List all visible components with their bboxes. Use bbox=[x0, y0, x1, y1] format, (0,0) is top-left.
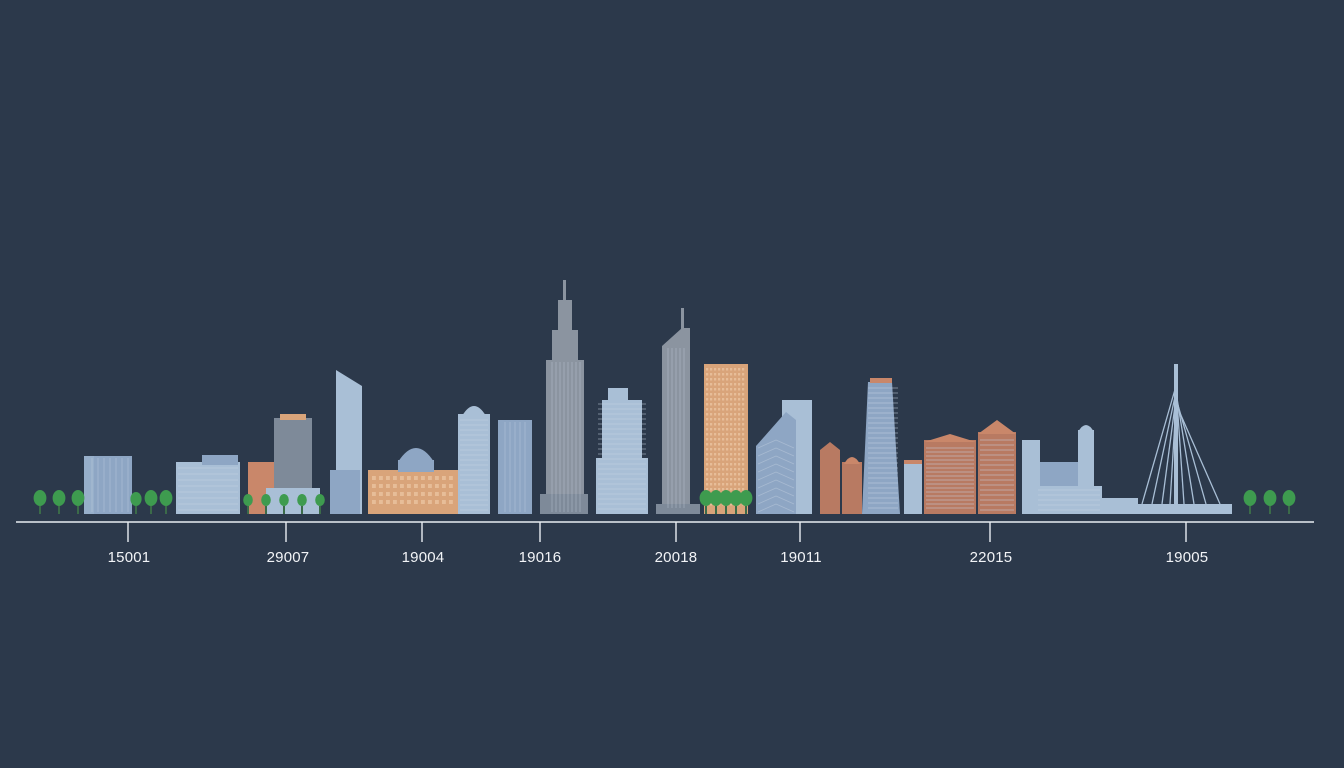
tree bbox=[71, 490, 85, 514]
timeline-axis bbox=[16, 521, 1314, 542]
building-domed-tower bbox=[458, 406, 490, 514]
tree bbox=[130, 492, 142, 514]
tree bbox=[279, 494, 289, 514]
building-terracotta-tower bbox=[704, 364, 748, 514]
tree bbox=[729, 490, 743, 514]
building-stepped-tower bbox=[596, 388, 648, 514]
building-glass-twin bbox=[756, 400, 812, 514]
cable-stayed-bridge bbox=[1126, 364, 1232, 514]
bridge-cable bbox=[1141, 385, 1177, 505]
tree bbox=[243, 494, 253, 514]
timeline-label: 15001 bbox=[107, 549, 151, 566]
tree bbox=[33, 490, 47, 514]
building-brown-slim bbox=[820, 442, 840, 514]
building-brick-tower bbox=[978, 420, 1016, 514]
tree bbox=[739, 490, 753, 514]
tree bbox=[159, 490, 173, 514]
timeline-label: 22015 bbox=[969, 549, 1013, 566]
tree bbox=[297, 494, 307, 514]
building-tapered-tower bbox=[862, 378, 900, 514]
timeline-label: 19004 bbox=[401, 549, 445, 566]
building-low-block-1 bbox=[84, 456, 132, 514]
building-small-light-block bbox=[904, 460, 922, 514]
tree bbox=[144, 490, 158, 514]
building-slim-tower-1 bbox=[330, 370, 362, 514]
timeline-label: 19016 bbox=[518, 549, 562, 566]
tree bbox=[719, 490, 733, 514]
bridge-cable bbox=[1151, 391, 1177, 505]
tree bbox=[52, 490, 66, 514]
tree bbox=[1243, 490, 1257, 514]
timeline-label: 29007 bbox=[266, 549, 310, 566]
building-office-block-1 bbox=[176, 455, 240, 514]
building-slanted-tower bbox=[656, 308, 700, 514]
building-domed-slim bbox=[842, 457, 862, 514]
tree bbox=[699, 490, 713, 514]
building-grey-tower-1 bbox=[266, 414, 320, 514]
tree bbox=[1263, 490, 1277, 514]
bridge-cable bbox=[1169, 403, 1177, 505]
timeline-label: 20018 bbox=[654, 549, 698, 566]
bridge-cable bbox=[1175, 403, 1221, 505]
tree bbox=[1282, 490, 1296, 514]
tree-groups bbox=[33, 490, 1296, 514]
tree bbox=[315, 494, 325, 514]
timeline-label: 19005 bbox=[1165, 549, 1209, 566]
building-spire-skyscraper bbox=[540, 280, 588, 514]
building-glass-block bbox=[498, 420, 532, 514]
building-brick-hall bbox=[924, 434, 976, 514]
tree bbox=[709, 490, 723, 514]
bridge-cable bbox=[1161, 397, 1177, 505]
building-domed-civic-hall bbox=[368, 448, 458, 514]
timeline-label: 19011 bbox=[780, 549, 822, 566]
tree bbox=[261, 494, 271, 514]
